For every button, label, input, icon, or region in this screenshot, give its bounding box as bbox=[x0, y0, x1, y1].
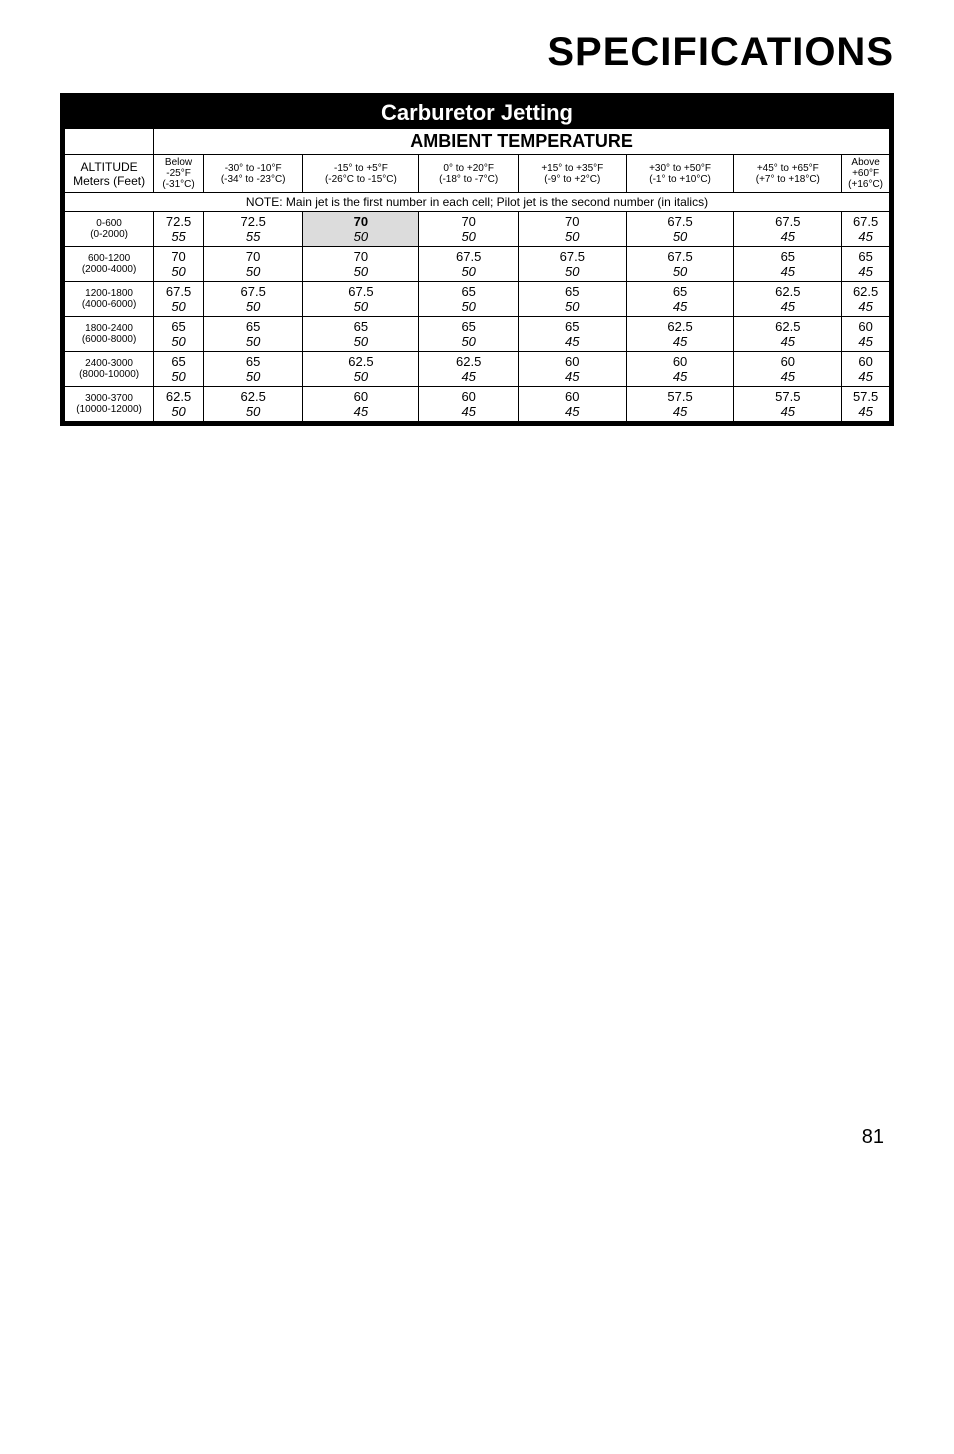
data-cell: 6045 bbox=[518, 387, 626, 424]
data-cell: 62.550 bbox=[154, 387, 204, 424]
data-cell: 62.545 bbox=[419, 352, 518, 387]
data-cell: 7050 bbox=[303, 247, 419, 282]
data-cell: 62.550 bbox=[203, 387, 302, 424]
data-cell: 57.545 bbox=[842, 387, 892, 424]
ambient-row: AMBIENT TEMPERATURE bbox=[63, 129, 892, 155]
data-cell: 7050 bbox=[518, 212, 626, 247]
data-cell: 67.550 bbox=[303, 282, 419, 317]
data-cell: 6045 bbox=[626, 352, 734, 387]
data-cell: 62.545 bbox=[734, 317, 842, 352]
note-cell: NOTE: Main jet is the first number in ea… bbox=[63, 193, 892, 212]
data-cell: 62.545 bbox=[626, 317, 734, 352]
data-cell: 72.555 bbox=[154, 212, 204, 247]
data-cell: 6550 bbox=[419, 317, 518, 352]
data-cell: 6550 bbox=[303, 317, 419, 352]
ambient-label: AMBIENT TEMPERATURE bbox=[154, 129, 892, 155]
temp-col-header: Above+60°F(+16°C) bbox=[842, 155, 892, 193]
table-row: 0-600(0-2000)72.55572.55570507050705067.… bbox=[63, 212, 892, 247]
temp-col-header: +30° to +50°F(-1° to +10°C) bbox=[626, 155, 734, 193]
data-cell: 6550 bbox=[203, 317, 302, 352]
altitude-cell: 1800-2400(6000-8000) bbox=[63, 317, 154, 352]
data-cell: 7050 bbox=[303, 212, 419, 247]
temp-col-header: 0° to +20°F(-18° to -7°C) bbox=[419, 155, 518, 193]
page-number: 81 bbox=[60, 1126, 894, 1149]
data-cell: 67.550 bbox=[518, 247, 626, 282]
data-cell: 6550 bbox=[203, 352, 302, 387]
data-cell: 57.545 bbox=[734, 387, 842, 424]
data-cell: 6045 bbox=[518, 352, 626, 387]
data-cell: 67.545 bbox=[842, 212, 892, 247]
data-cell: 6550 bbox=[518, 282, 626, 317]
altitude-cell: 3000-3700(10000-12000) bbox=[63, 387, 154, 424]
data-cell: 67.550 bbox=[203, 282, 302, 317]
blank-cell bbox=[63, 129, 154, 155]
data-cell: 6045 bbox=[419, 387, 518, 424]
table-row: 1200-1800(4000-6000)67.55067.55067.55065… bbox=[63, 282, 892, 317]
table-row: 2400-3000(8000-10000)6550655062.55062.54… bbox=[63, 352, 892, 387]
table-row: 600-1200(2000-4000)70507050705067.55067.… bbox=[63, 247, 892, 282]
data-cell: 6045 bbox=[842, 352, 892, 387]
data-cell: 6550 bbox=[154, 317, 204, 352]
data-cell: 67.550 bbox=[419, 247, 518, 282]
data-cell: 7050 bbox=[419, 212, 518, 247]
temp-col-header: +45° to +65°F(+7° to +18°C) bbox=[734, 155, 842, 193]
table-row: 1800-2400(6000-8000)65506550655065506545… bbox=[63, 317, 892, 352]
data-cell: 62.545 bbox=[734, 282, 842, 317]
data-cell: 6545 bbox=[842, 247, 892, 282]
temp-col-header: -15° to +5°F(-26°C to -15°C) bbox=[303, 155, 419, 193]
temp-col-header: -30° to -10°F(-34° to -23°C) bbox=[203, 155, 302, 193]
data-cell: 7050 bbox=[203, 247, 302, 282]
note-row: NOTE: Main jet is the first number in ea… bbox=[63, 193, 892, 212]
data-cell: 6545 bbox=[626, 282, 734, 317]
page-title: SPECIFICATIONS bbox=[60, 30, 894, 75]
data-cell: 6545 bbox=[734, 247, 842, 282]
data-cell: 6550 bbox=[419, 282, 518, 317]
data-cell: 6550 bbox=[154, 352, 204, 387]
data-cell: 62.545 bbox=[842, 282, 892, 317]
data-cell: 67.550 bbox=[626, 247, 734, 282]
data-cell: 67.545 bbox=[734, 212, 842, 247]
temp-col-header: Below-25°F(-31°C) bbox=[154, 155, 204, 193]
data-cell: 6045 bbox=[842, 317, 892, 352]
altitude-cell: 2400-3000(8000-10000) bbox=[63, 352, 154, 387]
data-cell: 7050 bbox=[154, 247, 204, 282]
table-row: 3000-3700(10000-12000)62.55062.550604560… bbox=[63, 387, 892, 424]
data-cell: 6545 bbox=[518, 317, 626, 352]
altitude-cell: 1200-1800(4000-6000) bbox=[63, 282, 154, 317]
table-title-cell: Carburetor Jetting bbox=[63, 96, 892, 129]
altitude-cell: 0-600(0-2000) bbox=[63, 212, 154, 247]
data-cell: 67.550 bbox=[154, 282, 204, 317]
temp-header-row: ALTITUDEMeters (Feet)Below-25°F(-31°C)-3… bbox=[63, 155, 892, 193]
table-title-row: Carburetor Jetting bbox=[63, 96, 892, 129]
data-cell: 72.555 bbox=[203, 212, 302, 247]
data-cell: 6045 bbox=[734, 352, 842, 387]
temp-col-header: +15° to +35°F(-9° to +2°C) bbox=[518, 155, 626, 193]
data-cell: 57.545 bbox=[626, 387, 734, 424]
altitude-cell: 600-1200(2000-4000) bbox=[63, 247, 154, 282]
jetting-table: Carburetor Jetting AMBIENT TEMPERATURE A… bbox=[60, 93, 894, 426]
altitude-header: ALTITUDEMeters (Feet) bbox=[63, 155, 154, 193]
data-cell: 67.550 bbox=[626, 212, 734, 247]
data-cell: 6045 bbox=[303, 387, 419, 424]
data-cell: 62.550 bbox=[303, 352, 419, 387]
